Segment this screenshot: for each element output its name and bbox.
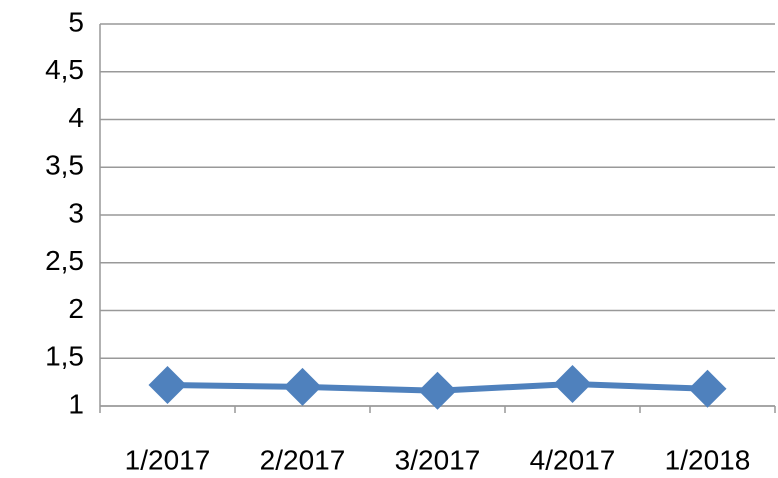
x-tick-label: 3/2017 (395, 444, 481, 475)
x-tick-label: 2/2017 (260, 444, 346, 475)
y-tick-label: 2,5 (45, 245, 84, 276)
y-tick-label: 1 (68, 388, 84, 419)
y-tick-label: 4,5 (45, 54, 84, 85)
marker (283, 367, 322, 406)
x-tick-label: 4/2017 (530, 444, 616, 475)
marker (418, 371, 457, 410)
marker (148, 365, 187, 404)
y-tick-label: 4 (68, 102, 84, 133)
marker (553, 365, 592, 404)
marker (688, 369, 727, 408)
y-tick-label: 3,5 (45, 150, 84, 181)
y-tick-label: 1,5 (45, 341, 84, 372)
y-tick-label: 3 (68, 197, 84, 228)
y-tick-label: 2 (68, 293, 84, 324)
y-tick-label: 5 (68, 6, 84, 37)
x-tick-label: 1/2017 (125, 444, 211, 475)
x-tick-label: 1/2018 (665, 444, 751, 475)
